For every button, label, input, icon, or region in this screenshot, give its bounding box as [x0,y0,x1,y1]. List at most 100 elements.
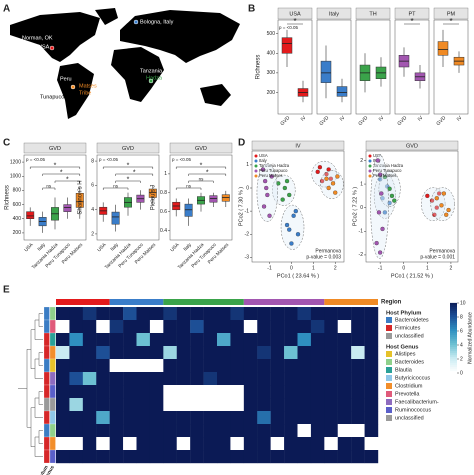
africa [111,47,164,102]
x-tick-label: 2 [334,265,337,271]
heat-cell [324,346,338,360]
point [260,167,266,172]
legend-swatch [254,174,258,178]
legend-label: Italy [259,158,268,163]
heat-cell [351,398,365,412]
bracket [175,187,202,190]
x-axis-label: PCo1 ( 21.52 % ) [391,273,433,279]
heat-cell [203,359,218,373]
point [287,227,292,232]
heat-cell [297,346,312,360]
legend-label: Ruminococcus [395,407,431,413]
heat-cell [203,398,218,412]
legend-label: unclassified [395,333,424,339]
map-label: Peru [60,76,72,82]
y-tick-label: 2 [91,231,94,237]
heat-cell [297,359,312,373]
group-ellipse [373,173,396,219]
heat-cell [217,307,231,321]
heat-cell [109,411,124,425]
y-tick-label: 0 [246,185,249,191]
colorbar-step [450,328,457,332]
significance: * [127,176,130,183]
heat-cell [270,307,285,321]
colorbar-step [450,364,457,368]
heat-cell [310,372,325,386]
heat-cell [136,398,151,412]
heat-cell [69,346,84,360]
heat-cell [176,372,191,386]
legend-label: Prevotella [395,391,420,397]
heat-cell [82,450,97,464]
heat-cell [217,450,231,464]
point [289,241,294,246]
genus-cell [49,332,56,347]
heat-cell [163,359,177,373]
point [326,185,331,191]
heat-cell [203,346,218,360]
legend-title: Host Genus [386,345,419,351]
heat-cell [203,437,218,451]
colorbar-step [450,354,457,358]
heat-cell [123,333,137,347]
panel-header-label: GVD [195,146,207,152]
legend-label: Blautia [395,367,413,373]
colorbar-step [450,362,457,366]
heat-cell [56,385,70,399]
y-axis-label: PCo2 ( 7.30 % ) [238,187,244,226]
point [284,178,290,184]
legend-label: Bacteroides [395,359,424,365]
heat-cell [136,424,151,438]
legend-swatch [254,159,258,163]
panel-header [365,140,459,151]
colorbar-step [450,314,457,318]
heat-cell [310,307,325,321]
x-tick-label: USA [23,242,35,254]
heat-cell [176,359,191,373]
colorbar-step [450,320,457,324]
heat-cell [243,359,258,373]
legend-label: Bacteroidetes [395,317,429,323]
heat-cell [270,424,285,438]
colorbar-step [450,304,457,308]
map-label: Hadza [146,75,163,81]
colorbar-tick-label: 8 [460,314,463,320]
significance: * [200,162,203,169]
heat-cell [69,307,84,321]
heat-cell [123,346,137,360]
heat-cell [149,398,164,412]
heat-cell [176,450,191,464]
box [437,41,449,56]
heat-cell [56,437,70,451]
plot-frame [251,150,345,263]
heat-cell [96,424,110,438]
legend-swatch [386,391,392,397]
panel-header-label: USA [289,11,301,17]
point [382,210,388,215]
heat-cell [243,320,258,334]
heat-cell [337,437,352,451]
point [439,203,444,208]
heat-cell [123,398,137,412]
heat-cell [364,424,379,438]
heat-cell [257,398,271,412]
heat-cell [337,333,352,347]
significance: * [54,162,57,169]
point [324,176,329,181]
plot-frame [316,19,352,115]
heat-cell [351,437,365,451]
heat-cell [96,320,110,334]
heat-cell [270,372,285,386]
heat-cell [123,437,137,451]
panel-header [169,142,233,154]
region-bar [243,299,325,305]
heat-cell [310,398,325,412]
legend-label: Firmicutes [395,325,421,331]
heat-cell [364,411,379,425]
heat-cell [96,450,110,464]
point [434,196,439,201]
heat-cell [149,320,164,334]
heat-cell [176,398,191,412]
heat-cell [324,320,338,334]
point [434,205,439,210]
